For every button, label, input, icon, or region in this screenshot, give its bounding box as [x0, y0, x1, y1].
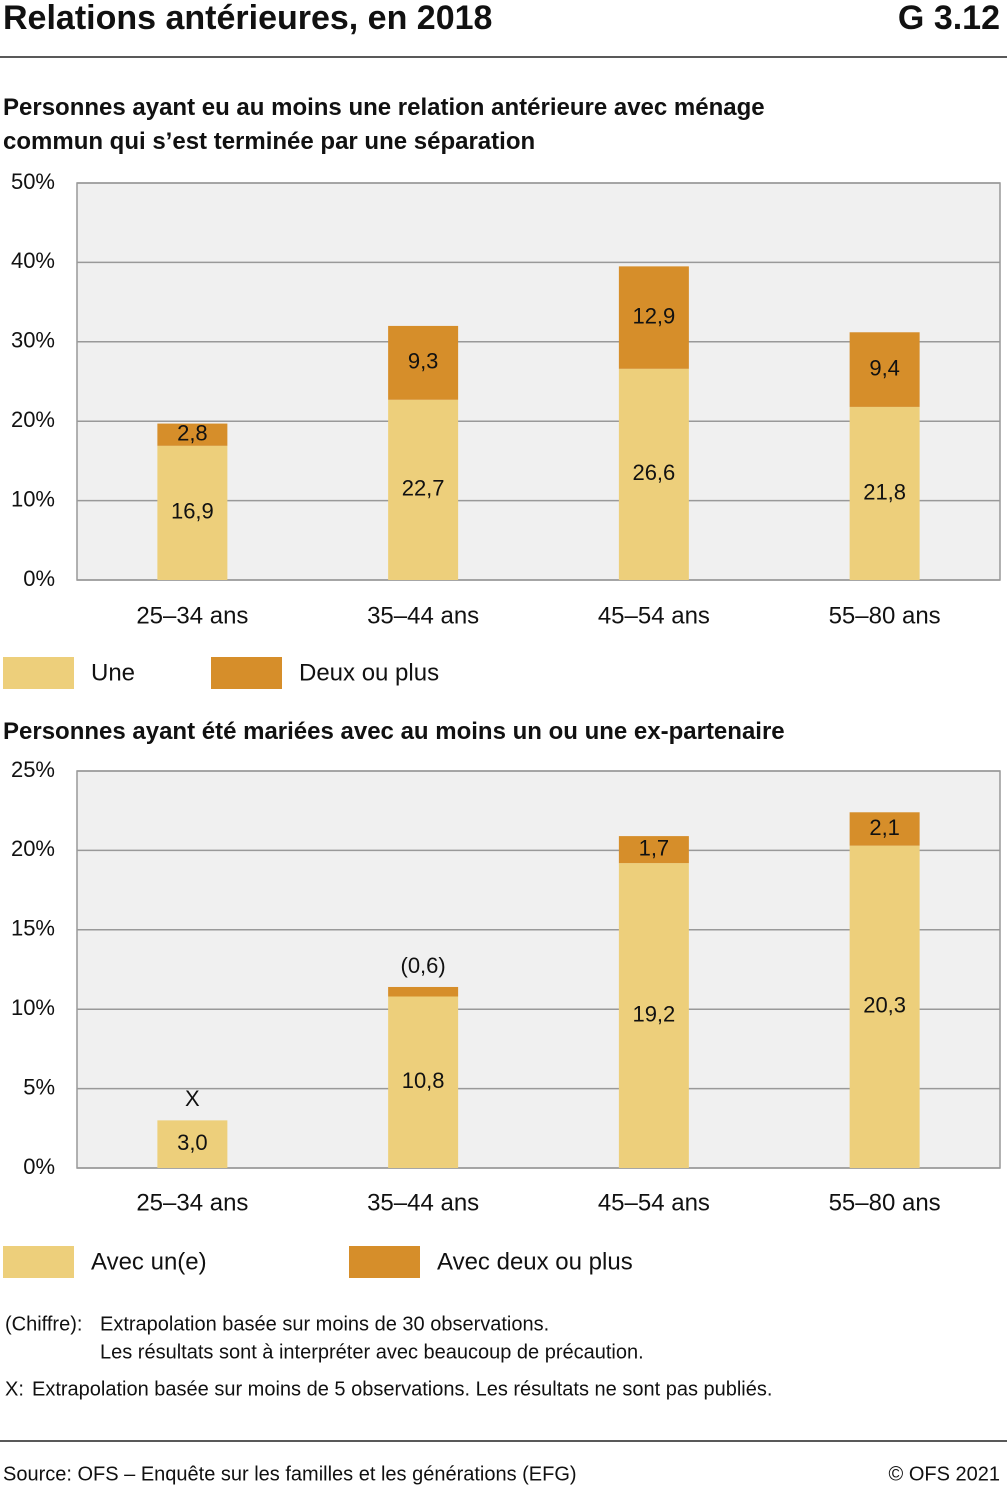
value-label: 9,3	[408, 349, 439, 374]
legend-swatch	[211, 657, 282, 689]
y-tick-label: 30%	[11, 328, 55, 353]
source: Source: OFS – Enquête sur les familles e…	[3, 1463, 577, 1485]
bar-segment	[618, 266, 689, 369]
x-tick-label: 25–34 ans	[136, 1189, 248, 1216]
note-key: (Chiffre):	[5, 1313, 82, 1335]
note-text: Extrapolation basée sur moins de 30 obse…	[100, 1313, 549, 1335]
bar-segment	[388, 325, 459, 400]
x-tick-label: 45–54 ans	[598, 1189, 710, 1216]
bar-segment	[849, 845, 920, 1168]
y-tick-label: 10%	[11, 486, 55, 511]
value-label: 12,9	[632, 303, 675, 328]
chart-title: Personnes ayant eu au moins une relation…	[3, 94, 765, 155]
value-label: 21,8	[863, 479, 906, 504]
y-tick-label: 20%	[11, 836, 55, 861]
x-tick-label: 55–80 ans	[829, 602, 941, 629]
value-label: (0,6)	[401, 953, 446, 978]
y-tick-label: 20%	[11, 407, 55, 432]
bar-segment	[157, 445, 228, 580]
y-tick-label: 5%	[23, 1074, 55, 1099]
bar-segment	[388, 986, 459, 997]
x-tick-label: 35–44 ans	[367, 1189, 479, 1216]
y-tick-label: 0%	[23, 1154, 55, 1179]
legend-swatch	[3, 657, 74, 689]
y-tick-label: 10%	[11, 995, 55, 1020]
bar-segment	[157, 1120, 228, 1168]
legend-label: Une	[91, 659, 135, 686]
value-label: 26,6	[632, 460, 675, 485]
x-tick-label: 25–34 ans	[136, 602, 248, 629]
y-tick-label: 50%	[11, 169, 55, 194]
bar-segment	[388, 399, 459, 580]
bar-segment	[388, 996, 459, 1168]
x-tick-label: 45–54 ans	[598, 602, 710, 629]
value-label: 16,9	[171, 499, 214, 524]
y-tick-label: 40%	[11, 248, 55, 273]
value-label: 10,8	[402, 1068, 445, 1093]
copyright: © OFS 2021	[889, 1463, 1000, 1485]
bar-segment	[157, 423, 228, 446]
y-tick-label: 15%	[11, 916, 55, 941]
chart-code: G 3.12	[898, 0, 1000, 37]
x-tick-label: 35–44 ans	[367, 602, 479, 629]
value-label: 1,7	[639, 835, 670, 860]
value-label: 22,7	[402, 476, 445, 501]
note-text: Les résultats sont à interpréter avec be…	[100, 1341, 644, 1363]
plot-area	[76, 770, 1001, 1169]
y-tick-label: 25%	[11, 757, 55, 782]
bar-segment	[849, 332, 920, 407]
bar-segment	[849, 406, 920, 580]
note-text: Extrapolation basée sur moins de 5 obser…	[32, 1378, 772, 1400]
value-label: 3,0	[177, 1130, 208, 1155]
value-label: 2,1	[869, 815, 900, 840]
value-label: 19,2	[632, 1001, 675, 1026]
legend-swatch	[3, 1246, 74, 1278]
bar-segment	[618, 368, 689, 580]
chart-title: Personnes ayant été mariées avec au moin…	[3, 718, 785, 745]
page-title: Relations antérieures, en 2018	[3, 0, 492, 37]
y-tick-label: 0%	[23, 566, 55, 591]
bar-segment	[849, 812, 920, 846]
bar-segment	[618, 863, 689, 1168]
legend-label: Deux ou plus	[299, 659, 439, 686]
value-label: X	[185, 1086, 200, 1111]
legend-swatch	[349, 1246, 420, 1278]
note-key: X:	[5, 1378, 24, 1400]
value-label: 9,4	[869, 355, 900, 380]
x-tick-label: 55–80 ans	[829, 1189, 941, 1216]
legend-label: Avec deux ou plus	[437, 1248, 633, 1275]
bar-segment	[618, 836, 689, 864]
legend-label: Avec un(e)	[91, 1248, 207, 1275]
value-label: 2,8	[177, 421, 208, 446]
value-label: 20,3	[863, 993, 906, 1018]
plot-area	[76, 182, 1001, 581]
